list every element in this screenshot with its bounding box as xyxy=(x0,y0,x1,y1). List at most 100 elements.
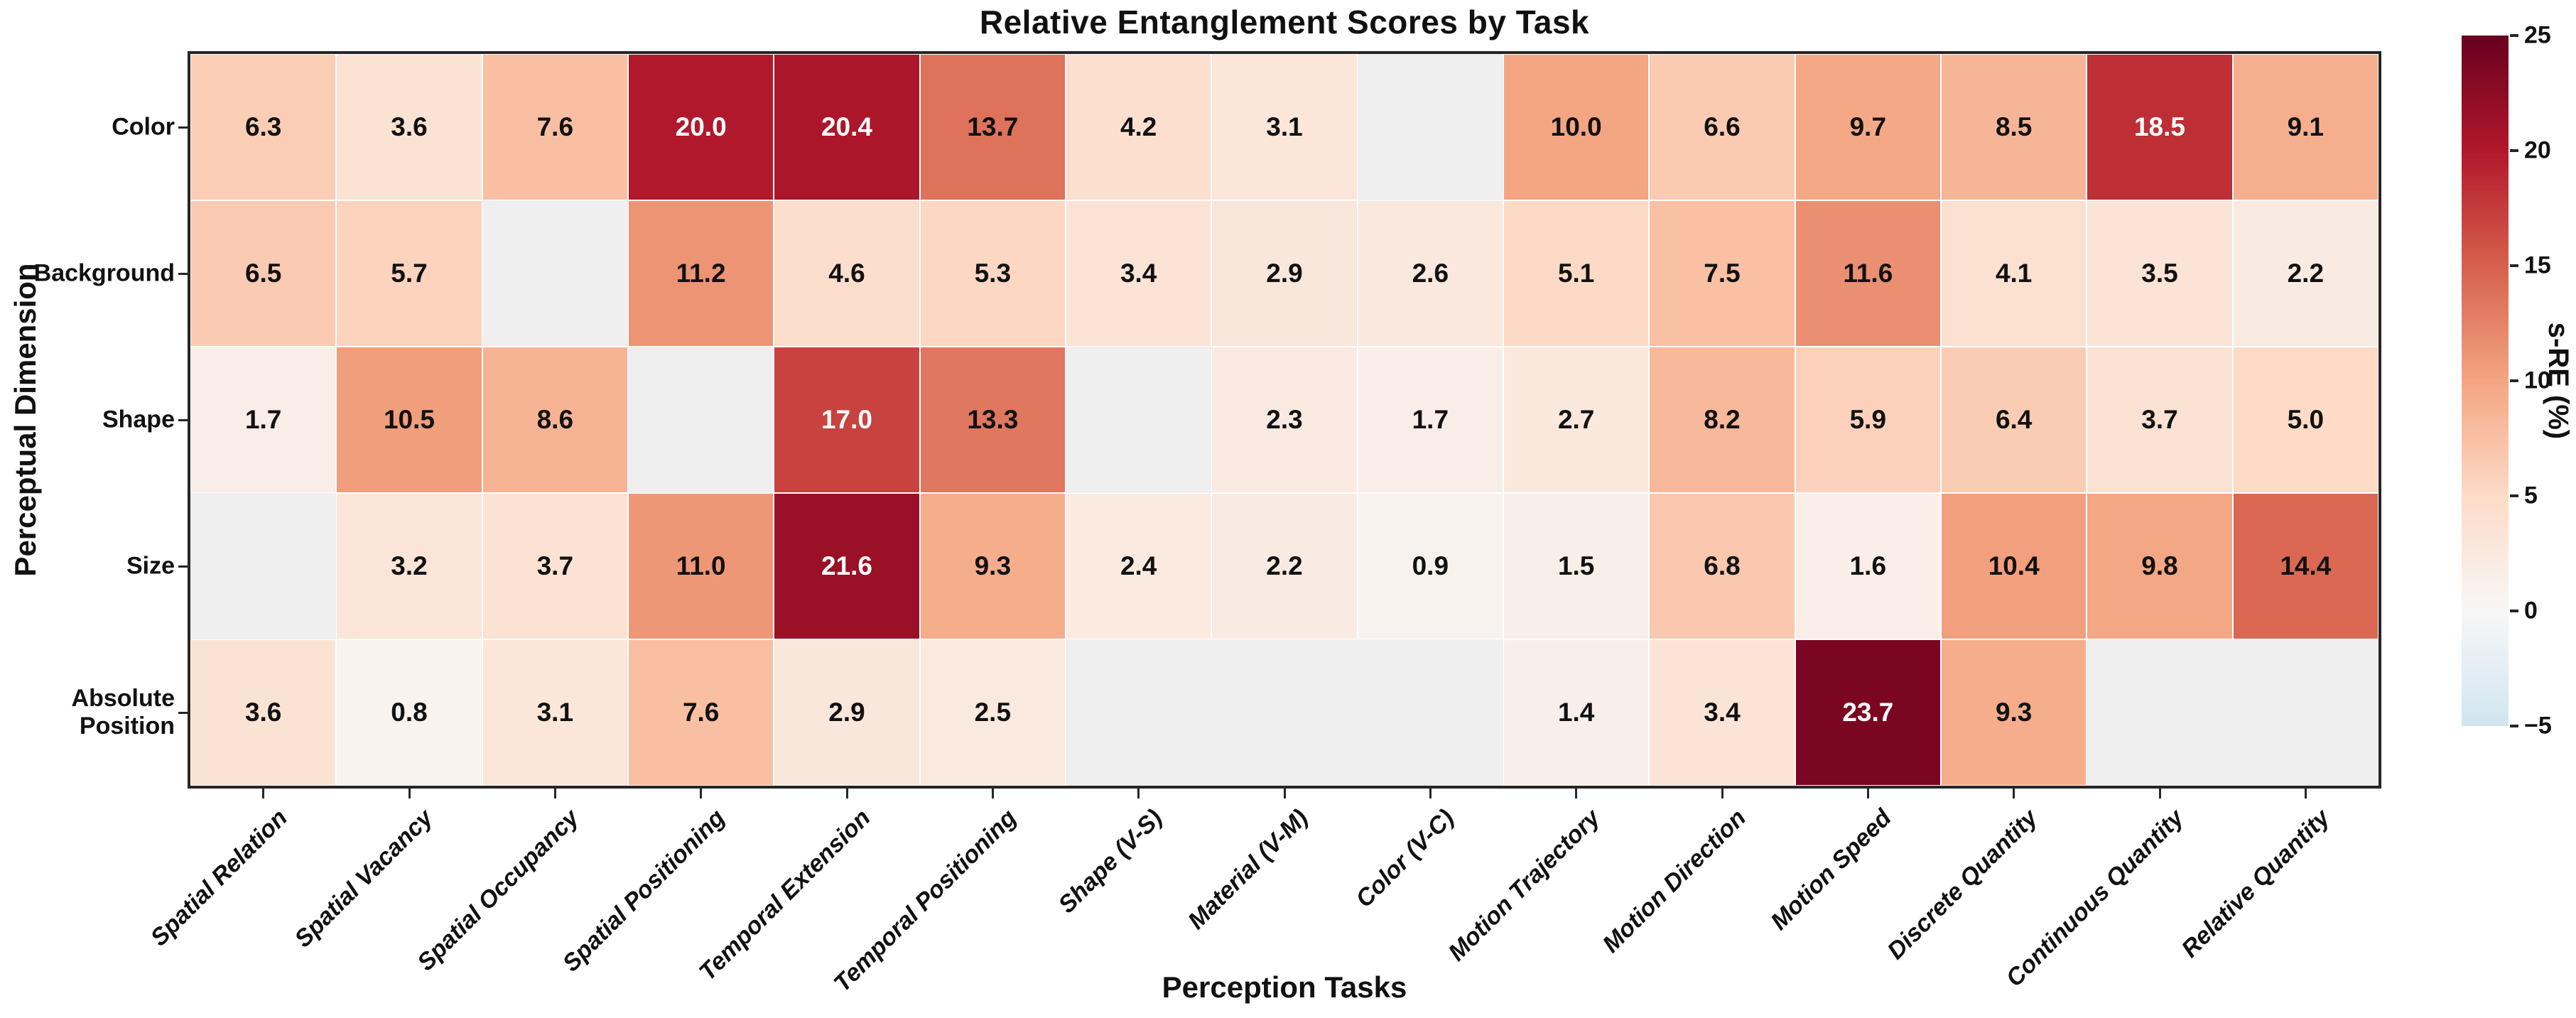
cell-value: 2.3 xyxy=(1266,405,1303,434)
heatmap-cell xyxy=(1357,54,1503,200)
cell-value: 14.4 xyxy=(2280,551,2332,580)
cell-value: 9.7 xyxy=(1849,112,1887,141)
x-tick xyxy=(553,789,556,798)
heatmap-cell: 7.5 xyxy=(1649,200,1795,347)
cell-value: 3.7 xyxy=(536,551,574,580)
heatmap-cell: 21.6 xyxy=(774,493,920,639)
cell-value: 6.8 xyxy=(1704,551,1741,580)
cell-value: 9.3 xyxy=(974,551,1012,580)
heatmap-cell: 13.7 xyxy=(919,54,1066,200)
cell-value: 3.6 xyxy=(244,698,282,727)
y-tick-label: Shape xyxy=(102,406,175,433)
cell-value: 1.6 xyxy=(1849,551,1887,580)
heatmap-cell: 2.3 xyxy=(1211,347,1358,493)
heatmap-cell: 2.9 xyxy=(1211,200,1358,347)
y-tick xyxy=(178,711,188,714)
colorbar-tick-label: 25 xyxy=(2524,21,2551,49)
cell-value: 9.1 xyxy=(2287,112,2325,141)
cell-value: 2.5 xyxy=(974,698,1012,727)
heatmap-cell: 1.6 xyxy=(1795,493,1941,639)
cell-value: 11.2 xyxy=(676,259,726,288)
x-tick xyxy=(700,789,703,798)
cell-value: 3.4 xyxy=(1120,259,1157,288)
cell-value: 1.7 xyxy=(244,405,282,434)
x-tick-label: Spatial Vacancy xyxy=(289,804,438,953)
heatmap-cell: 7.6 xyxy=(627,639,774,786)
cell-value: 3.2 xyxy=(391,551,428,580)
cell-value: 17.0 xyxy=(821,405,872,434)
cell-value: 5.0 xyxy=(2287,405,2325,434)
heatmap-cell: 3.1 xyxy=(482,639,628,786)
heatmap-cell: 5.7 xyxy=(336,200,482,347)
colorbar-tick xyxy=(2510,610,2518,612)
cell-value: 8.2 xyxy=(1704,405,1741,434)
x-tick xyxy=(408,789,411,798)
cell-value: 21.6 xyxy=(821,551,872,580)
cell-value: 0.8 xyxy=(391,698,428,727)
x-tick-label: Motion Direction xyxy=(1597,804,1751,958)
heatmap-cell: 2.9 xyxy=(774,639,920,786)
heatmap-cell: 20.0 xyxy=(627,54,774,200)
colorbar-tick xyxy=(2510,264,2518,267)
heatmap-cell: 6.8 xyxy=(1649,493,1795,639)
chart-title: Relative Entanglement Scores by Task xyxy=(979,4,1590,40)
heatmap-cell: 17.0 xyxy=(774,347,920,493)
x-tick-label: Spatial Relation xyxy=(145,804,293,952)
cell-value: 13.3 xyxy=(967,405,1019,434)
y-tick xyxy=(178,126,188,129)
cell-value: 3.6 xyxy=(391,112,428,141)
heatmap-cell: 0.8 xyxy=(336,639,482,786)
x-tick-label: Color (V-C) xyxy=(1351,804,1460,913)
cell-value: 10.0 xyxy=(1550,112,1602,141)
x-tick xyxy=(2158,789,2161,798)
heatmap-cell: 5.0 xyxy=(2232,347,2379,493)
heatmap-cell: 5.9 xyxy=(1795,347,1941,493)
cell-value: 4.1 xyxy=(1995,259,2033,288)
cell-value: 6.4 xyxy=(1995,405,2033,434)
cell-value: 20.0 xyxy=(675,112,727,141)
x-tick xyxy=(991,789,994,798)
heatmap-cell: 3.1 xyxy=(1211,54,1358,200)
y-tick-label: Background xyxy=(33,259,175,287)
heatmap-cell: 3.7 xyxy=(2087,347,2233,493)
x-tick-label: Relative Quantity xyxy=(2175,804,2335,963)
colorbar-tick xyxy=(2510,494,2518,497)
cell-value: 2.4 xyxy=(1120,551,1157,580)
colorbar-tick xyxy=(2510,149,2518,152)
heatmap-cell: 20.4 xyxy=(774,54,920,200)
heatmap-cell xyxy=(627,347,774,493)
heatmap-cell: 3.4 xyxy=(1065,200,1212,347)
heatmap-cell: 13.3 xyxy=(919,347,1066,493)
heatmap-cell: 8.6 xyxy=(482,347,628,493)
heatmap-cell: 2.5 xyxy=(919,639,1066,786)
heatmap-cell: 4.1 xyxy=(1940,200,2087,347)
heatmap-cell: 9.3 xyxy=(919,493,1066,639)
y-tick-label: Size xyxy=(126,552,175,580)
cell-value: 2.9 xyxy=(828,698,865,727)
x-tick xyxy=(1283,789,1286,798)
cell-value: 6.3 xyxy=(244,112,282,141)
cell-value: 2.6 xyxy=(1412,259,1449,288)
heatmap-cell xyxy=(482,200,628,347)
colorbar-tick-label: 5 xyxy=(2524,482,2538,509)
heatmap-cell: 7.6 xyxy=(482,54,628,200)
heatmap-cell: 2.6 xyxy=(1357,200,1503,347)
colorbar-tick-label: 15 xyxy=(2524,251,2551,279)
heatmap-cell: 3.5 xyxy=(2087,200,2233,347)
heatmap-cell: 2.4 xyxy=(1065,493,1212,639)
heatmap-cell: 3.7 xyxy=(482,493,628,639)
heatmap-cell xyxy=(1065,347,1212,493)
cell-value: 10.4 xyxy=(1988,551,2040,580)
cell-value: 23.7 xyxy=(1842,698,1894,727)
cell-value: 7.5 xyxy=(1704,259,1741,288)
y-tick xyxy=(178,272,188,275)
colorbar-tick-label: −5 xyxy=(2524,712,2552,740)
x-tick xyxy=(1429,789,1432,798)
cell-value: 4.2 xyxy=(1120,112,1157,141)
cell-value: 2.7 xyxy=(1557,405,1595,434)
x-axis-label: Perception Tasks xyxy=(1162,970,1407,1004)
cell-value: 7.6 xyxy=(536,112,574,141)
heatmap-cell: 5.3 xyxy=(919,200,1066,347)
heatmap-cell: 6.5 xyxy=(190,200,337,347)
cell-value: 13.7 xyxy=(967,112,1019,141)
